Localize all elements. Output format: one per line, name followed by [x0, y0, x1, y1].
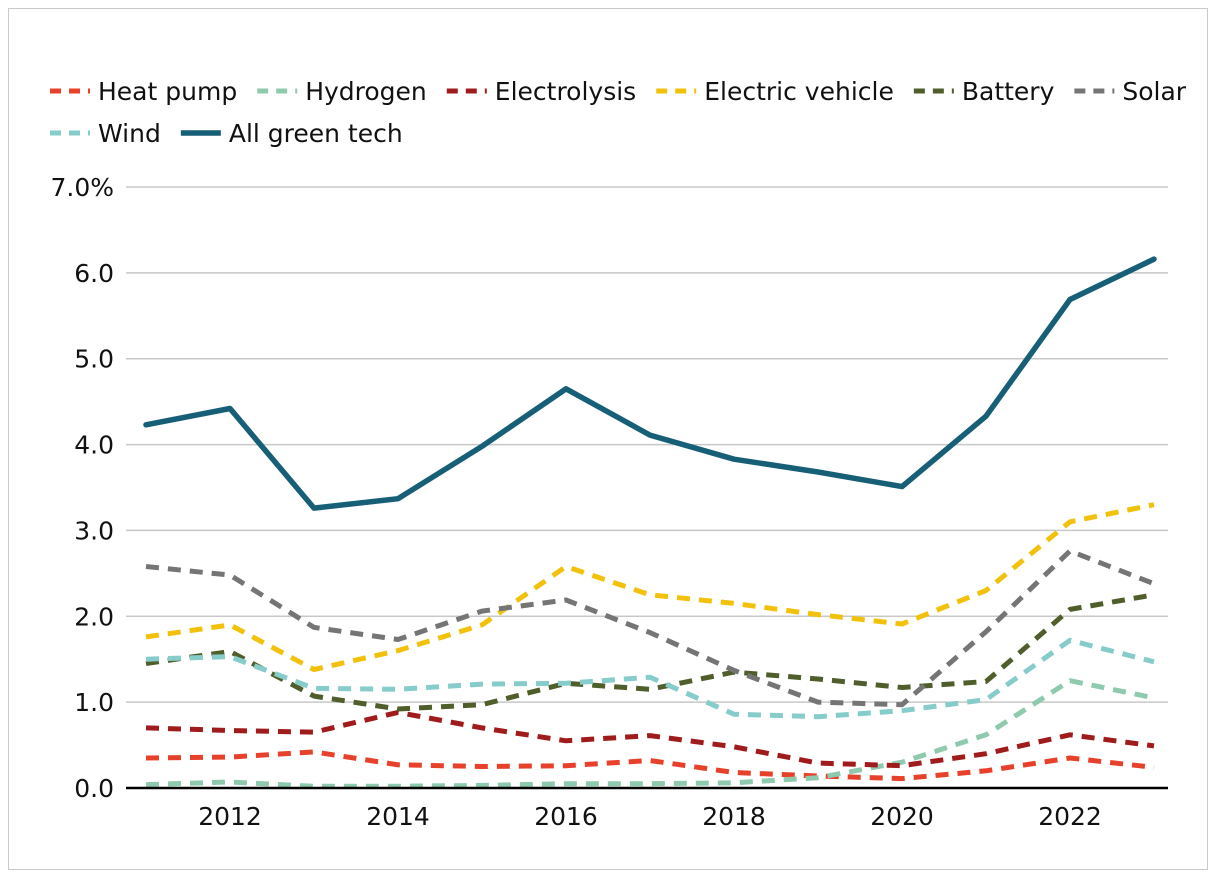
- y-tick-label: 4.0: [74, 431, 114, 460]
- legend-item-heat-pump: Heat pump: [50, 77, 237, 106]
- series-lines: [143, 256, 1157, 789]
- legend-label: Wind: [98, 119, 161, 148]
- x-tick-label: 2012: [198, 802, 262, 831]
- y-tick-label: 1.0: [74, 688, 114, 717]
- legend: Heat pump Hydrogen Electrolysis Electric ve…: [50, 77, 1187, 148]
- series-line-wind: [145, 637, 1155, 720]
- y-tick-label: 6.0: [74, 259, 114, 288]
- y-tick-label: 0.0: [74, 774, 114, 803]
- x-tick-label: 2022: [1038, 802, 1102, 831]
- series-line-heat-pump: [145, 749, 1155, 782]
- y-tick-label: 5.0: [74, 345, 114, 374]
- legend-item-all-green-tech: All green tech: [180, 119, 403, 148]
- legend-item-electrolysis: Electrolysis: [446, 77, 636, 106]
- legend-label: Electric vehicle: [704, 77, 894, 106]
- legend-label: Battery: [962, 77, 1055, 106]
- series-line-all-green-tech: [143, 256, 1157, 511]
- legend-item-solar: Solar: [1074, 77, 1187, 106]
- x-tick-label: 2020: [870, 802, 934, 831]
- legend-label: Solar: [1122, 77, 1186, 106]
- legend-item-hydrogen: Hydrogen: [257, 77, 427, 106]
- series-line-hydrogen: [145, 678, 1155, 789]
- legend-item-electric-vehicle: Electric vehicle: [656, 77, 894, 106]
- series-line-battery: [145, 592, 1155, 712]
- legend-label: All green tech: [229, 119, 403, 148]
- legend-label: Hydrogen: [305, 77, 427, 106]
- legend-label: Heat pump: [98, 77, 237, 106]
- legend-label: Electrolysis: [495, 77, 636, 106]
- x-tick-label: 2016: [534, 802, 598, 831]
- legend-item-battery: Battery: [913, 77, 1055, 106]
- chart-frame: [8, 8, 1208, 870]
- x-tick-label: 2014: [366, 802, 430, 831]
- y-tick-label: 3.0: [74, 516, 114, 545]
- y-tick-label: 7.0%: [50, 173, 114, 202]
- series-line-electrolysis: [145, 709, 1155, 769]
- y-tick-label: 2.0: [74, 602, 114, 631]
- gridlines: [126, 186, 1168, 703]
- x-axis-ticks: 2012 2014 2016 2018 2020 2022: [198, 802, 1102, 831]
- series-line-electric-vehicle: [145, 502, 1155, 672]
- x-tick-label: 2018: [702, 802, 766, 831]
- y-axis-ticks: 0.0 1.0 2.0 3.0 4.0 5.0 6.0 7.0%: [50, 173, 114, 803]
- series-line-solar: [145, 548, 1155, 708]
- legend-item-wind: Wind: [50, 119, 161, 148]
